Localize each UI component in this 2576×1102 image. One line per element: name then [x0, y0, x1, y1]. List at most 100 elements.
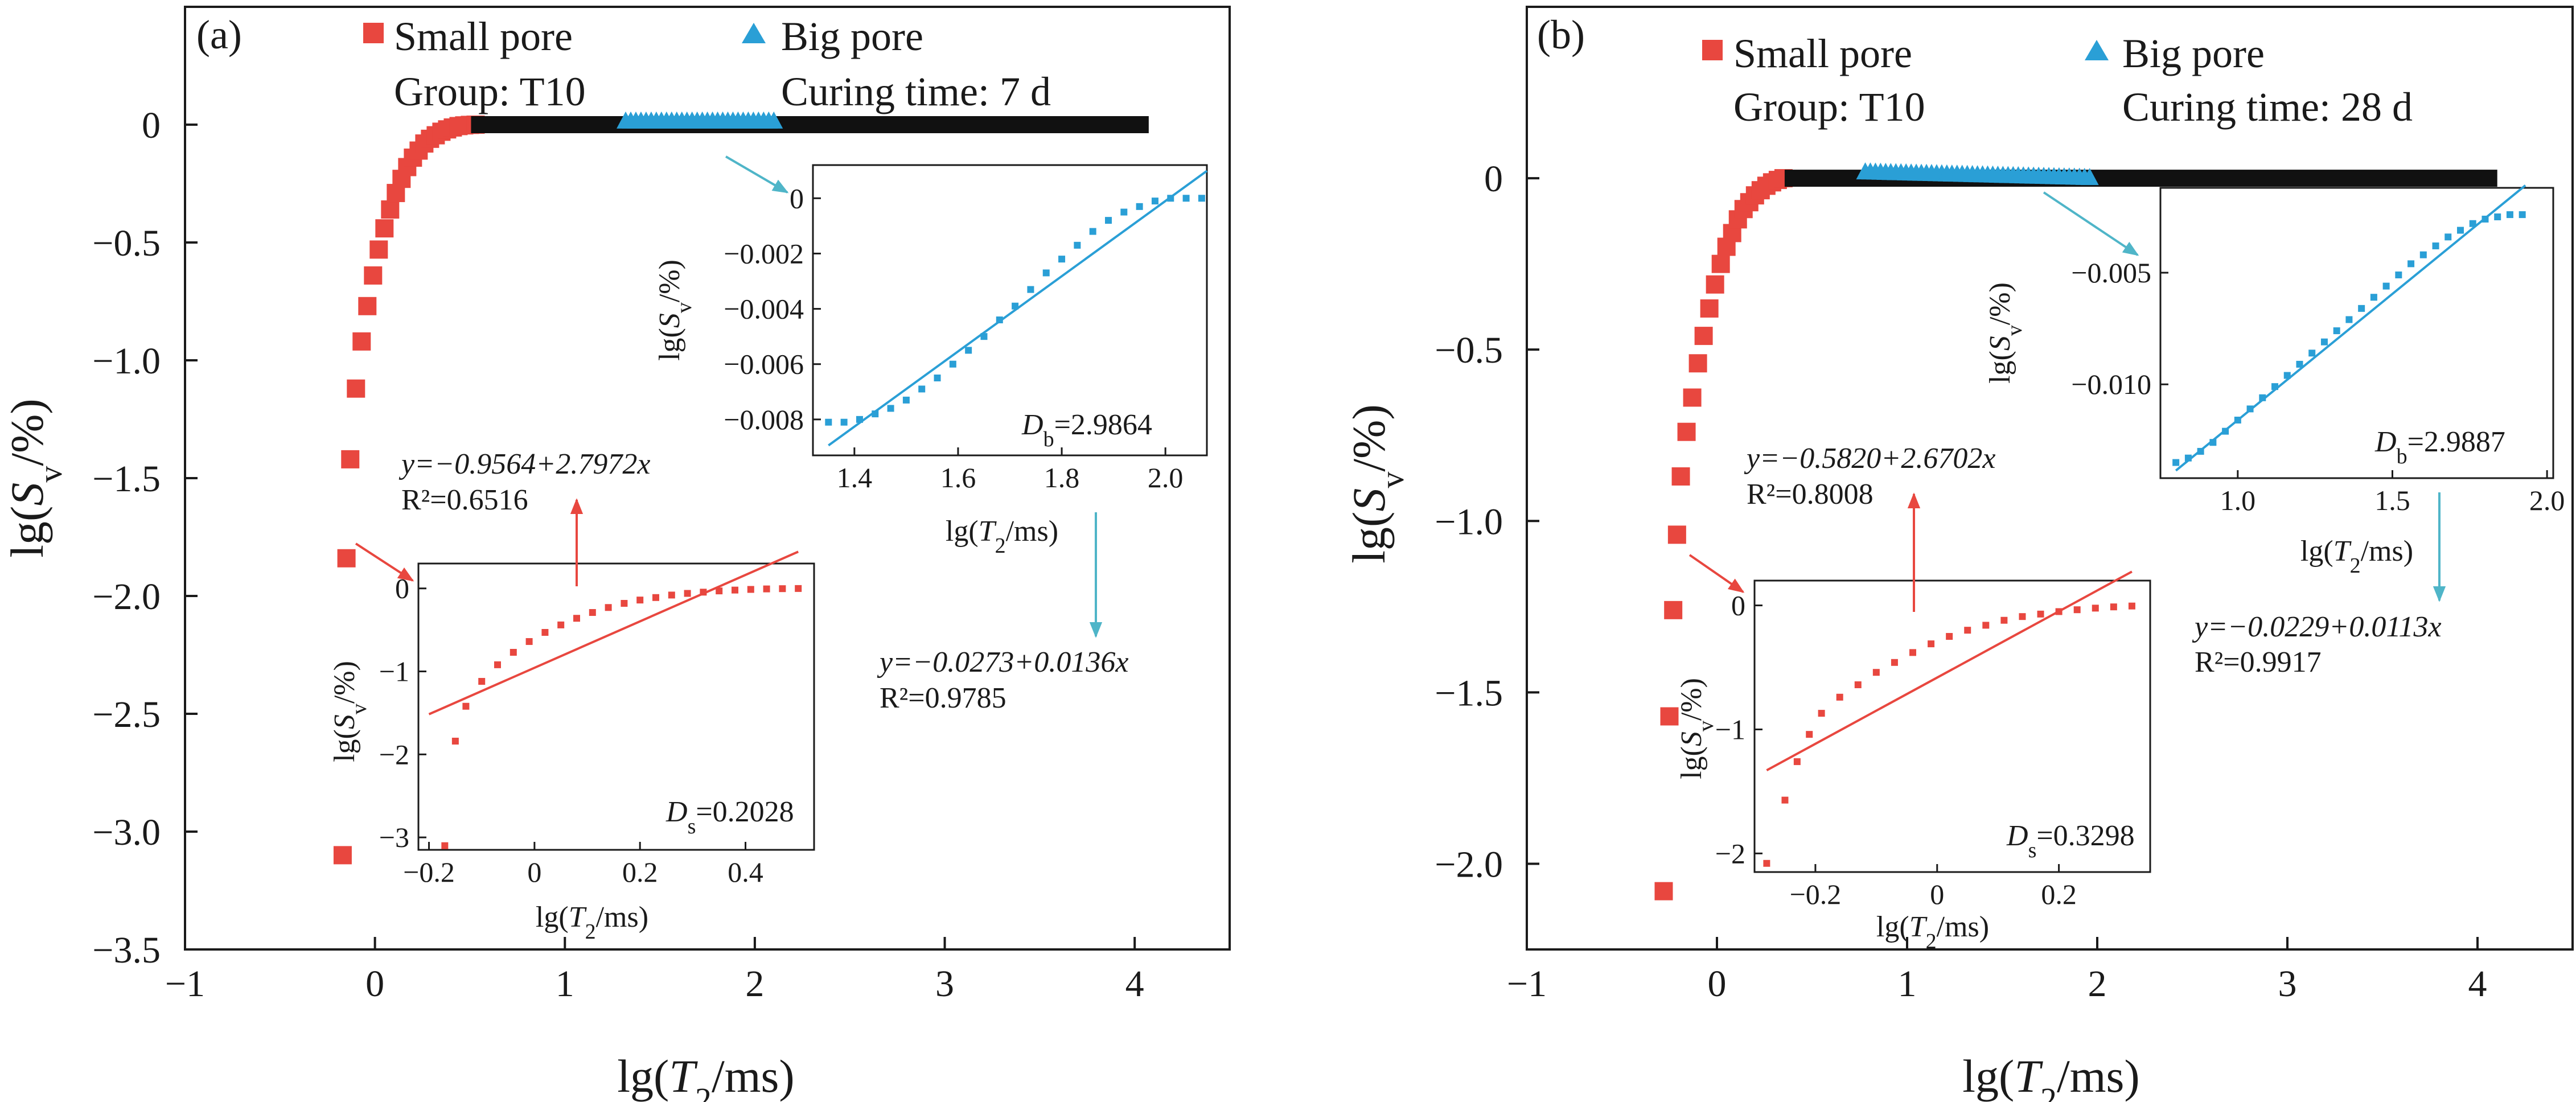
- panel-a-inset-big-point: [1105, 217, 1112, 224]
- panel-b-inset-small-d-var: D: [2006, 820, 2028, 852]
- panel-b-inset-big-fit-line: [2175, 184, 2526, 472]
- panel-a-inset-small-point: [589, 609, 596, 616]
- panel-b-inset-big-ticks: 1.0 1.5 2.0 −0.005 −0.010: [2071, 257, 2565, 516]
- panel-b-inset-small-point: [1781, 796, 1789, 804]
- panel-a-big-pore-point: [765, 111, 783, 129]
- panel-b-x-tick-label: 4: [2468, 963, 2487, 1005]
- panel-b-inset-big-point: [2407, 260, 2415, 268]
- panel-a-inset-small-point: [541, 629, 549, 636]
- panel-b-arrow-to-big-inset: [2043, 191, 2139, 256]
- panel-a-x-title-sub: 2: [695, 1081, 712, 1102]
- panel-b-inset-small-x-suffix: /ms): [1937, 911, 1989, 943]
- panel-a-inset-big-point: [887, 405, 894, 412]
- panel-b-inset-small-y-tick-label: −1: [1715, 713, 1745, 745]
- panel-a-y-tick-label: 0: [142, 105, 161, 146]
- panel-a-inset-big-y-var: S: [654, 313, 686, 328]
- panel-a-inset-big-point: [1042, 269, 1050, 277]
- panel-b-small-pore-point: [1711, 254, 1730, 273]
- panel-a-legend-group: Group: T10: [394, 69, 586, 114]
- panel-a-small-pore-point: [347, 379, 365, 398]
- panel-b-small-pore-point: [1654, 882, 1673, 900]
- panel-b-inset-big-point: [2382, 282, 2390, 290]
- panel-b-x-tick-label: 0: [1708, 963, 1727, 1005]
- panel-a-small-pore-point: [364, 266, 383, 285]
- panel-b-inset-big-point: [2444, 233, 2452, 241]
- panel-a-inset-big-y-title: lg(Sv/%): [654, 260, 696, 361]
- panel-b-inset-big-x-title: lg(T2/ms): [2300, 535, 2413, 578]
- panel-a-inset-big-point: [840, 418, 848, 426]
- panel-b-y-title-sub: v: [1374, 472, 1411, 488]
- panel-b-inset-small-point: [1909, 649, 1916, 656]
- panel-a-inset-small-y-prefix: lg(: [328, 729, 361, 762]
- panel-a-y-ticks: 0 −0.5 −1.0 −1.5 −2.0 −2.5 −3.0 −3.5: [92, 105, 198, 971]
- panel-a-inset-small-d-label: Ds=0.2028: [665, 796, 794, 838]
- panel-b-small-pore-point: [1694, 327, 1713, 346]
- panel-a-inset-big-points: [825, 195, 1205, 426]
- panel-a-inset-small-y-tick-label: −3: [379, 821, 409, 853]
- panel-a-inset-big-x-prefix: lg(: [946, 515, 979, 548]
- panel-b-inset-big-point: [2457, 227, 2464, 234]
- panel-b-inset-big-d-sub: b: [2397, 445, 2407, 468]
- panel-a-inset-big-x-tick-label: 1.8: [1044, 462, 1080, 494]
- panel-a-inset-big-point: [825, 418, 832, 426]
- panel-a-inset-big-y-sub: v: [672, 302, 696, 313]
- panel-a-inset-big-y-prefix: lg(: [654, 328, 686, 361]
- panel-a-y-title-prefix: lg(: [1, 506, 53, 558]
- panel-b-x-title-suffix: /ms): [2057, 1050, 2140, 1102]
- panel-b-inset-big-point: [2519, 211, 2526, 219]
- panel-a-inset-small-x-var: T: [569, 901, 587, 934]
- panel-a-inset-small-point: [621, 599, 628, 607]
- panel-a-inset-big-point: [1136, 203, 1143, 210]
- panel-b-inset-small-x-prefix: lg(: [1876, 911, 1909, 943]
- panel-b-small-pore-point: [1700, 299, 1719, 318]
- panel-b-y-tick-label: −1.0: [1435, 501, 1503, 542]
- panel-a-inset-big: 1.4 1.6 1.8 2.0 0 −0.002 −0.004 −0.006 −0.008 Db…: [654, 164, 1208, 558]
- panel-b-inset-big-x-var: T: [2333, 535, 2352, 568]
- panel-a-x-tick-label: 0: [365, 963, 384, 1005]
- panel-a-inset-big-y-suffix: /%): [654, 260, 686, 302]
- panel-b-label: (b): [1537, 12, 1585, 57]
- panel-b-small-fit-r2: R²=0.8008: [1747, 478, 1874, 511]
- panel-a-inset-big-point: [1074, 241, 1081, 249]
- panel-b-inset-big-point: [2172, 459, 2180, 466]
- panel-b-inset-small-point: [1928, 640, 1935, 648]
- panel-a-inset-big-point: [1198, 195, 1205, 202]
- panel-a-inset-small-point: [525, 638, 533, 645]
- panel-b-x-title-prefix: lg(: [1962, 1050, 2014, 1102]
- panel-a-inset-big-y-tick-label: −0.008: [724, 404, 804, 435]
- panel-a-inset-big-frame: [812, 164, 1208, 457]
- panel-b-small-pore-point: [1671, 467, 1690, 486]
- panel-a-inset-small-x-tick-label: −0.2: [403, 856, 455, 888]
- panel-b-inset-small-d-value: =0.3298: [2036, 820, 2134, 852]
- panel-a-inset-small-x-title: lg(T2/ms): [536, 901, 648, 944]
- panel-a-inset-big-y-tick-label: −0.004: [724, 293, 804, 325]
- panel-a-legend-small-label: Small pore: [394, 14, 573, 59]
- panel-a-small-pore-point: [381, 200, 400, 219]
- panel-a-y-tick-label: −2.5: [92, 694, 161, 735]
- panel-a-small-pore-point: [337, 549, 356, 568]
- panel-a-y-tick-label: −1.5: [92, 458, 161, 500]
- panel-b-inset-small-y-tick-label: 0: [1731, 590, 1745, 622]
- panel-a-inset-big-x-tick-label: 1.4: [837, 462, 873, 494]
- panel-b-inset-small-point: [1836, 693, 1843, 701]
- panel-b-inset-small-point: [1818, 710, 1825, 717]
- panel-b-inset-small-x-tick-label: 0: [1930, 878, 1944, 910]
- panel-a-inset-small-point: [573, 615, 580, 622]
- panel-b-series-big-pore: [1856, 162, 2099, 186]
- panel-a-inset-small-point: [557, 621, 565, 628]
- panel-a-inset-small-point: [795, 585, 802, 592]
- panel-b-x-tick-label: 3: [2278, 963, 2297, 1005]
- panel-b-legend-small-label: Small pore: [1733, 31, 1912, 76]
- panel-a-legend-big-label: Big pore: [781, 14, 923, 59]
- panel-a-arrow-to-small-inset: [355, 542, 414, 582]
- panel-a-plateau-points: [471, 116, 1149, 133]
- panel-b-inset-big-y-title: lg(Sv/%): [1984, 282, 2027, 384]
- panel-b-inset-small-point: [2000, 616, 2008, 624]
- panel-a: (a) Small pore Group: T10 Big pore Curin…: [1, 6, 1231, 1102]
- panel-a-x-title-prefix: lg(: [617, 1050, 669, 1102]
- panel-b-inset-small-point: [1763, 860, 1770, 867]
- panel-a-inset-small-y-title: lg(Sv/%): [328, 661, 371, 762]
- panel-b-inset-big-point: [2320, 338, 2328, 346]
- panel-a-inset-big-point: [965, 347, 972, 354]
- panel-a-inset-small-point: [747, 586, 754, 593]
